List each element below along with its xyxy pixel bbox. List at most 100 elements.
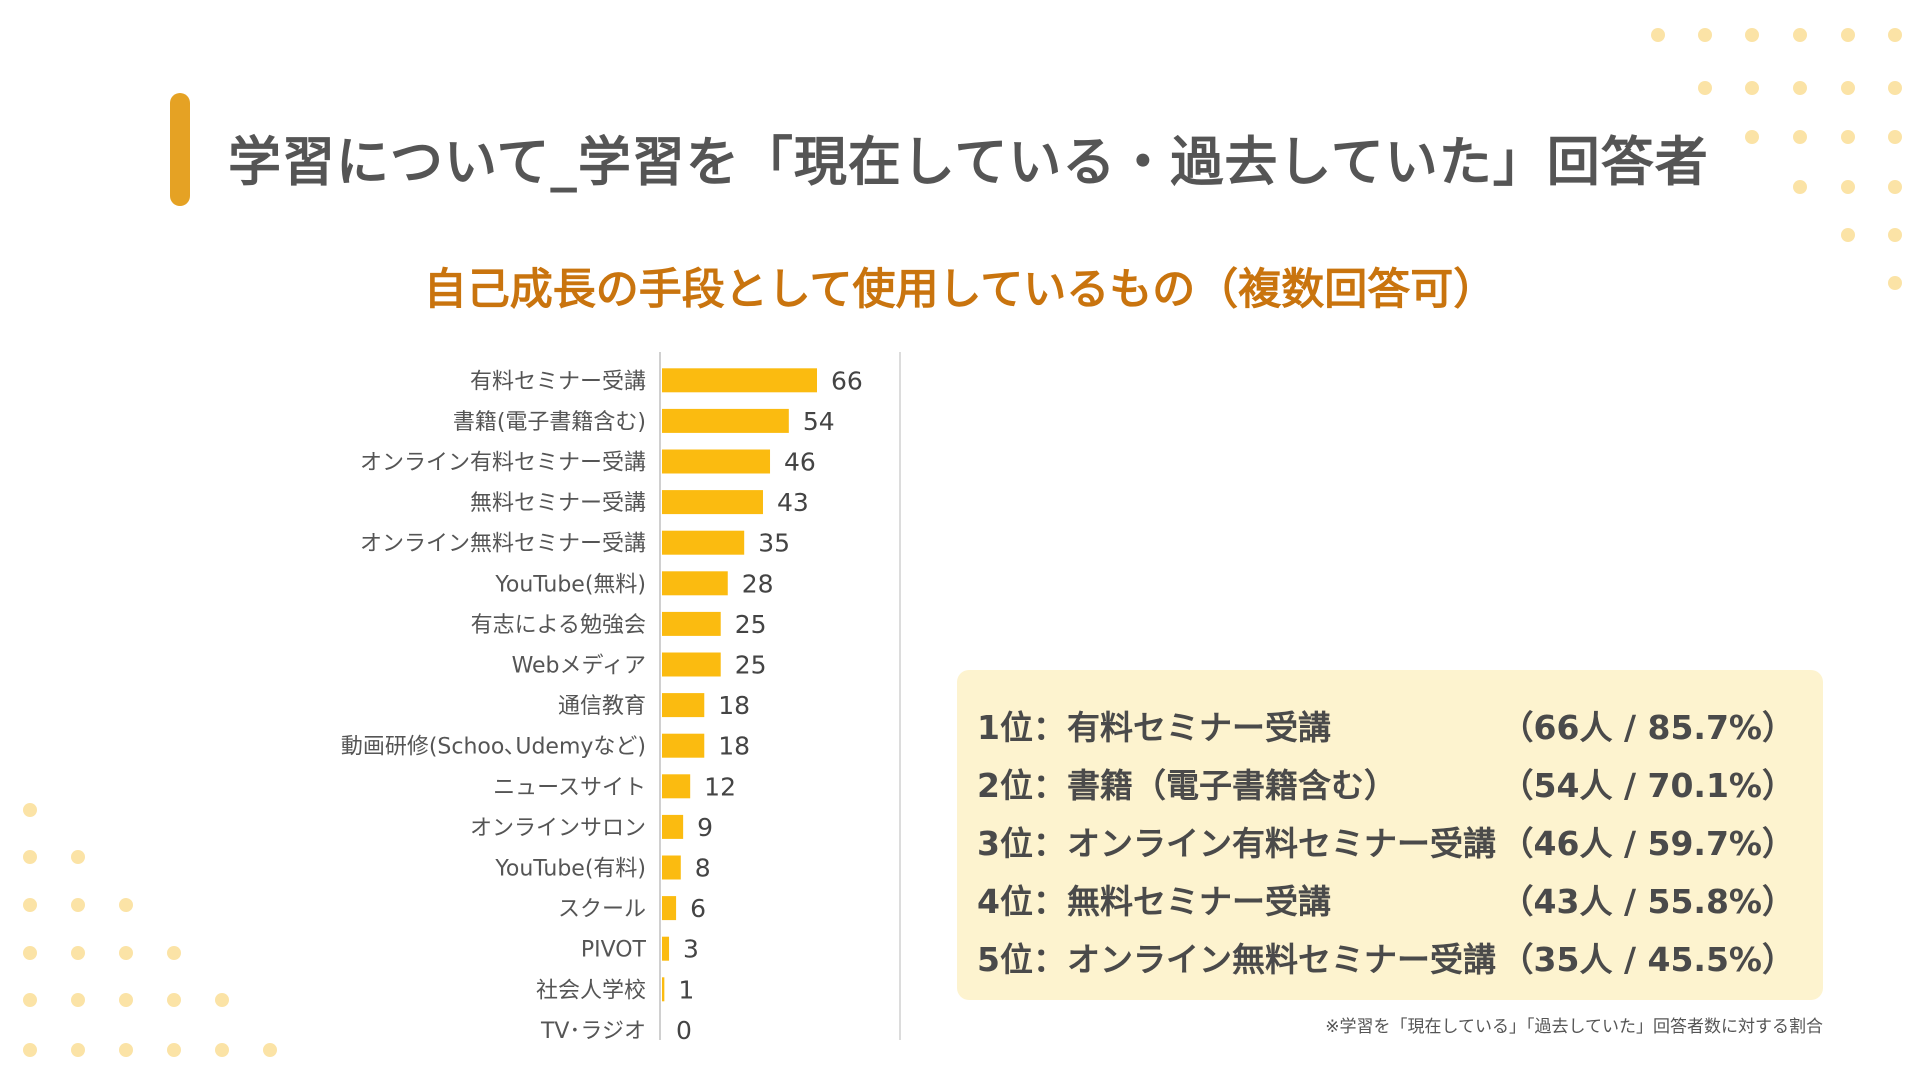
value-label: 66 (831, 366, 863, 395)
ranking-stat: （66人 / 85.7%） (1500, 708, 1795, 747)
category-label: 有志による勉強会 (471, 613, 646, 638)
value-label: 25 (735, 651, 767, 680)
ranking-position: 3位： (977, 824, 1066, 863)
category-label: YouTube(有料) (494, 857, 646, 882)
value-label: 18 (718, 732, 750, 761)
bar (662, 449, 771, 474)
category-label: TV･ラジオ (540, 1019, 646, 1044)
category-label: 社会人学校 (536, 978, 646, 1003)
decorative-dot (119, 898, 133, 912)
category-label: 通信教育 (558, 694, 646, 719)
category-label: 有料セミナー受講 (470, 369, 646, 394)
value-label: 9 (697, 813, 713, 842)
ranking-item: 有料セミナー受講 (1067, 708, 1331, 747)
value-label: 0 (676, 1016, 692, 1045)
ranking-stat: （43人 / 55.8%） (1500, 882, 1795, 921)
decorative-dot (71, 1043, 85, 1057)
category-label: 動画研修(Schoo､Udemyなど) (341, 735, 646, 760)
decorative-dot (167, 993, 181, 1007)
ranking-item: オンライン無料セミナー受講 (1067, 940, 1496, 979)
ranking-position: 5位： (977, 940, 1066, 979)
decorative-dot (215, 993, 229, 1007)
value-label: 12 (704, 772, 736, 801)
bar (662, 571, 728, 596)
page-title: 学習について_学習を「現在している・過去していた」回答者 (228, 132, 1709, 193)
footnote: ※学習を「現在している」「過去していた」回答者数に対する割合 (1325, 1017, 1823, 1037)
title-accent-bar (170, 93, 190, 206)
value-label: 3 (683, 935, 699, 964)
value-label: 18 (718, 691, 750, 720)
category-label: オンラインサロン (470, 816, 646, 841)
decorative-dot (1698, 28, 1712, 42)
bar (662, 490, 763, 515)
category-label: PIVOT (581, 938, 647, 963)
decorative-dot (215, 1043, 229, 1057)
bar (662, 733, 705, 758)
bar (662, 530, 745, 555)
ranking-stat: （46人 / 59.7%） (1500, 824, 1795, 863)
category-label: YouTube(無料) (494, 572, 646, 597)
value-label: 46 (784, 448, 816, 477)
ranking-position: 4位： (977, 882, 1066, 921)
ranking-row: 1位： 有料セミナー受講 （66人 / 85.7%） (977, 696, 1795, 754)
ranking-summary-box: 1位： 有料セミナー受講 （66人 / 85.7%） 2位： 書籍（電子書籍含む） （54… (957, 670, 1823, 1000)
decorative-dot (1888, 180, 1902, 194)
value-label: 28 (742, 569, 774, 598)
decorative-dot (1888, 81, 1902, 95)
decorative-dot (1745, 130, 1759, 144)
category-label: スクール (558, 897, 646, 922)
decorative-dot (1888, 228, 1902, 242)
bar (662, 936, 670, 961)
bar-chart: 有料セミナー受講 66 書籍(電子書籍含む) 54 オンライン有料セミナー受講 46 無料セ… (341, 352, 901, 1045)
decorative-dot (1745, 28, 1759, 42)
ranking-row: 4位： 無料セミナー受講 （43人 / 55.8%） (977, 870, 1795, 928)
decorative-dot (71, 898, 85, 912)
decorative-dot (23, 898, 37, 912)
ranking-item: 書籍（電子書籍含む） (1067, 766, 1397, 805)
ranking-stat: （35人 / 45.5%） (1500, 940, 1795, 979)
decorative-dot (23, 946, 37, 960)
bar (662, 774, 691, 799)
decorative-dot (23, 1043, 37, 1057)
decorative-dot (1793, 130, 1807, 144)
decorative-dot (1841, 130, 1855, 144)
category-label: 無料セミナー受講 (470, 491, 646, 516)
decorative-dot (167, 1043, 181, 1057)
value-label: 43 (777, 488, 809, 517)
value-label: 6 (690, 894, 706, 923)
decorative-dot (23, 993, 37, 1007)
ranking-stat: （54人 / 70.1%） (1500, 766, 1795, 805)
value-label: 35 (758, 529, 790, 558)
ranking-position: 2位： (977, 766, 1066, 805)
value-label: 25 (735, 610, 767, 639)
bar (662, 368, 817, 393)
category-label: 書籍(電子書籍含む) (453, 410, 646, 435)
ranking-row: 5位： オンライン無料セミナー受講 （35人 / 45.5%） (977, 928, 1795, 986)
category-label: Webメディア (512, 654, 646, 679)
bar (662, 408, 789, 433)
value-label: 1 (678, 975, 694, 1004)
decorative-dot (1793, 28, 1807, 42)
decorative-dot (1841, 228, 1855, 242)
category-label: ニュースサイト (493, 775, 646, 800)
decorative-dot (23, 803, 37, 817)
bar (662, 693, 705, 718)
decorative-dot (1793, 81, 1807, 95)
decorative-dot (119, 993, 133, 1007)
ranking-row: 2位： 書籍（電子書籍含む） （54人 / 70.1%） (977, 754, 1795, 812)
decorative-dot (71, 946, 85, 960)
decorative-dot (1888, 130, 1902, 144)
ranking-row: 3位： オンライン有料セミナー受講 （46人 / 59.7%） (977, 812, 1795, 870)
bar (662, 814, 684, 839)
decorative-dot (71, 850, 85, 864)
decorative-dot (1698, 81, 1712, 95)
decorative-dot (1651, 28, 1665, 42)
bar (662, 652, 721, 677)
decorative-dot (1745, 81, 1759, 95)
ranking-position: 1位： (977, 708, 1066, 747)
ranking-item: 無料セミナー受講 (1067, 882, 1331, 921)
decorative-dot (23, 850, 37, 864)
decorative-dot (1793, 180, 1807, 194)
decorative-dot (119, 946, 133, 960)
decorative-dot (1841, 81, 1855, 95)
